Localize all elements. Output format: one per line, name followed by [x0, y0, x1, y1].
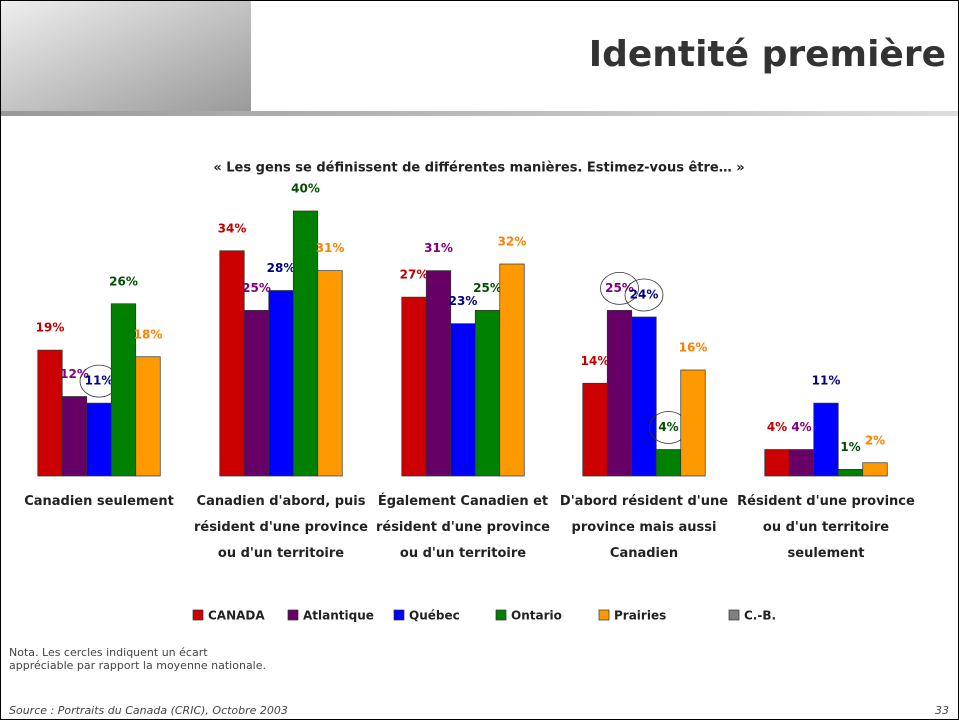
category-label: Résident d'une province ou d'un territoi…	[737, 494, 915, 561]
legend-swatch	[287, 609, 299, 621]
category-label: Également Canadien et résident d'une pro…	[375, 494, 551, 561]
bar	[680, 369, 706, 477]
bar	[450, 323, 476, 477]
bar	[135, 356, 161, 477]
header-rule	[1, 111, 958, 116]
value-label: 18%	[134, 327, 163, 341]
value-label: 31%	[316, 241, 345, 255]
bar	[86, 402, 112, 477]
value-label: 4%	[767, 420, 787, 434]
value-label: 23%	[449, 294, 478, 308]
value-label: 11%	[812, 374, 841, 388]
chart-subtitle: « Les gens se définissent de différentes…	[213, 161, 744, 176]
value-label: 19%	[36, 321, 65, 335]
bar	[425, 270, 452, 477]
bar	[837, 469, 864, 477]
value-label: 4%	[791, 420, 811, 434]
value-label: 27%	[400, 268, 429, 282]
note: Nota. Les cercles indiquent un écart app…	[9, 646, 267, 672]
header-photo	[1, 1, 251, 113]
bar	[862, 462, 888, 477]
legend-swatch	[393, 609, 405, 621]
bar	[582, 382, 608, 477]
category-label: D'abord résident d'une province mais aus…	[559, 494, 729, 561]
bar	[813, 402, 839, 477]
legend-swatch	[598, 609, 610, 621]
bar	[655, 449, 682, 477]
legend-label: C.-B.	[744, 609, 776, 623]
bar	[268, 290, 294, 477]
source: Source : Portraits du Canada (CRIC), Oct…	[9, 704, 288, 717]
value-label: 34%	[218, 221, 247, 235]
value-label: 26%	[109, 274, 138, 288]
bar	[606, 310, 633, 477]
value-label: 2%	[865, 433, 885, 447]
bar	[243, 310, 270, 477]
bar	[631, 316, 657, 477]
bar	[317, 270, 343, 477]
value-label: 25%	[473, 281, 502, 295]
highlight-circle	[600, 271, 639, 305]
legend-swatch	[192, 609, 204, 621]
value-label: 32%	[498, 235, 527, 249]
legend-swatch	[728, 609, 740, 621]
bar	[499, 263, 525, 477]
value-label: 25%	[605, 281, 634, 295]
legend-label: CANADA	[208, 609, 265, 623]
category-label: Canadien seulement	[24, 494, 174, 509]
value-label: 28%	[267, 261, 296, 275]
bar	[401, 296, 427, 477]
bar	[110, 303, 137, 477]
bar	[61, 396, 88, 477]
highlight-circle	[624, 278, 664, 312]
value-label: 24%	[630, 288, 659, 302]
value-label: 1%	[840, 440, 860, 454]
legend-label: Québec	[409, 609, 460, 623]
bar	[474, 310, 501, 477]
slide-title: Identité première	[589, 34, 946, 75]
bar	[219, 250, 245, 477]
bar	[292, 210, 319, 477]
value-label: 4%	[658, 420, 678, 434]
value-label: 25%	[242, 281, 271, 295]
value-label: 11%	[85, 374, 114, 388]
value-label: 40%	[291, 182, 320, 196]
value-label: 31%	[424, 241, 453, 255]
legend-label: Ontario	[511, 609, 562, 623]
value-label: 14%	[581, 354, 610, 368]
legend-label: Prairies	[614, 609, 666, 623]
bar	[788, 449, 815, 477]
category-label: Canadien d'abord, puis résident d'une pr…	[193, 494, 369, 561]
bar	[764, 449, 790, 477]
page-number: 33	[935, 704, 949, 717]
value-label: 16%	[679, 341, 708, 355]
bar	[37, 349, 63, 477]
legend-swatch	[495, 609, 507, 621]
legend-label: Atlantique	[303, 609, 374, 623]
value-label: 12%	[60, 367, 89, 381]
